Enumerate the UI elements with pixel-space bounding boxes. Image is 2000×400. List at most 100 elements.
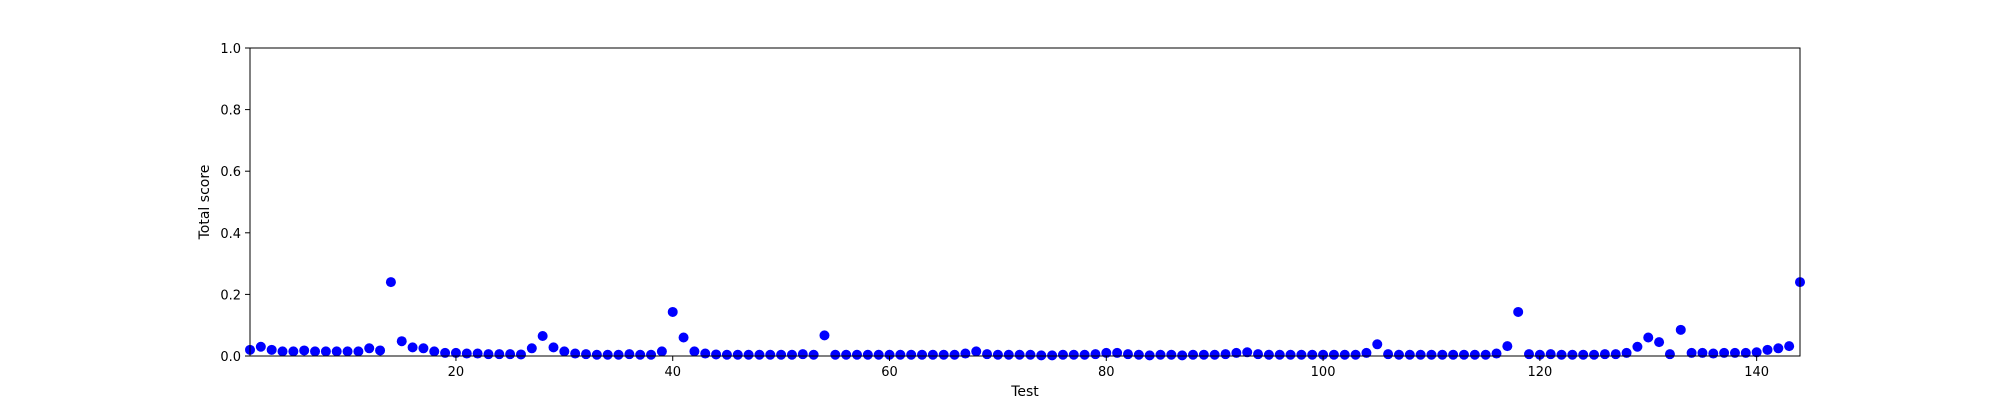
data-point xyxy=(1773,343,1784,354)
x-tick-label: 20 xyxy=(448,365,465,380)
data-point xyxy=(1101,347,1112,358)
data-point xyxy=(1675,324,1686,335)
data-point xyxy=(1578,349,1589,360)
data-point xyxy=(808,349,819,360)
data-point xyxy=(1307,349,1318,360)
data-point xyxy=(1253,349,1264,360)
data-point xyxy=(1513,306,1524,317)
data-point xyxy=(1567,349,1578,360)
data-point xyxy=(1762,344,1773,355)
data-point xyxy=(1047,350,1058,361)
data-point xyxy=(624,349,635,360)
data-point xyxy=(505,349,516,360)
data-point xyxy=(1090,349,1101,360)
data-point xyxy=(1209,349,1220,360)
data-point xyxy=(1437,349,1448,360)
data-point xyxy=(1751,347,1762,358)
data-point xyxy=(754,349,765,360)
data-point xyxy=(1144,350,1155,361)
data-point xyxy=(277,346,288,357)
data-point xyxy=(1534,349,1545,360)
x-tick-label: 120 xyxy=(1527,365,1552,380)
data-point xyxy=(1654,337,1665,348)
data-point xyxy=(1502,341,1513,352)
data-point xyxy=(1383,349,1394,360)
data-point xyxy=(310,346,321,357)
data-point xyxy=(548,342,559,353)
data-point xyxy=(450,347,461,358)
data-point xyxy=(1697,347,1708,358)
data-point xyxy=(375,345,386,356)
data-point xyxy=(1524,349,1535,360)
data-points xyxy=(245,277,1805,361)
data-point xyxy=(862,349,873,360)
y-axis-ticks: 0.0 0.2 0.4 0.6 0.8 1.0 xyxy=(220,42,250,365)
data-point xyxy=(418,343,429,354)
data-point xyxy=(1599,349,1610,360)
data-point xyxy=(982,349,993,360)
y-tick-label: 0.8 xyxy=(220,104,241,119)
data-point xyxy=(765,349,776,360)
data-point xyxy=(1589,349,1600,360)
y-tick-label: 0.0 xyxy=(220,350,241,365)
data-point xyxy=(786,349,797,360)
data-point xyxy=(255,341,266,352)
data-point xyxy=(1177,350,1188,361)
data-point xyxy=(1458,349,1469,360)
data-point xyxy=(938,349,949,360)
data-point xyxy=(537,330,548,341)
data-point xyxy=(721,349,732,360)
data-point xyxy=(515,349,526,360)
data-point xyxy=(407,342,418,353)
data-point xyxy=(927,349,938,360)
data-point xyxy=(1079,349,1090,360)
y-tick-label: 0.6 xyxy=(220,165,241,180)
data-point xyxy=(1014,349,1025,360)
data-point xyxy=(884,349,895,360)
plot-frame xyxy=(249,47,1801,357)
data-point xyxy=(1198,349,1209,360)
data-point xyxy=(851,349,862,360)
data-point xyxy=(711,349,722,360)
data-point xyxy=(1719,347,1730,358)
data-point xyxy=(1372,339,1383,350)
data-point xyxy=(895,349,906,360)
data-point xyxy=(873,349,884,360)
data-point xyxy=(1740,347,1751,358)
data-point xyxy=(1469,349,1480,360)
data-point xyxy=(700,348,711,359)
y-tick-label: 0.4 xyxy=(220,227,241,242)
data-point xyxy=(581,349,592,360)
y-tick-label: 0.2 xyxy=(220,288,241,303)
data-point xyxy=(917,349,928,360)
data-point xyxy=(830,349,841,360)
data-point xyxy=(1036,350,1047,361)
data-point xyxy=(385,277,396,288)
x-axis-label: Test xyxy=(1010,384,1039,400)
data-point xyxy=(1393,349,1404,360)
data-point xyxy=(1242,347,1253,358)
data-point xyxy=(1415,349,1426,360)
data-point xyxy=(1361,347,1372,358)
data-point xyxy=(819,330,830,341)
data-point xyxy=(1133,349,1144,360)
data-point xyxy=(1729,347,1740,358)
data-point xyxy=(1274,349,1285,360)
data-point xyxy=(299,345,310,356)
y-tick-label: 1.0 xyxy=(220,42,241,57)
data-point xyxy=(1122,349,1133,360)
data-point xyxy=(494,349,505,360)
data-point xyxy=(1003,349,1014,360)
data-point xyxy=(1350,349,1361,360)
data-point xyxy=(1328,349,1339,360)
data-point xyxy=(472,348,483,359)
data-point xyxy=(483,349,494,360)
data-point xyxy=(992,349,1003,360)
data-point xyxy=(960,348,971,359)
x-tick-label: 140 xyxy=(1744,365,1769,380)
data-point xyxy=(591,349,602,360)
data-point xyxy=(1112,347,1123,358)
data-point xyxy=(841,349,852,360)
data-point xyxy=(776,349,787,360)
